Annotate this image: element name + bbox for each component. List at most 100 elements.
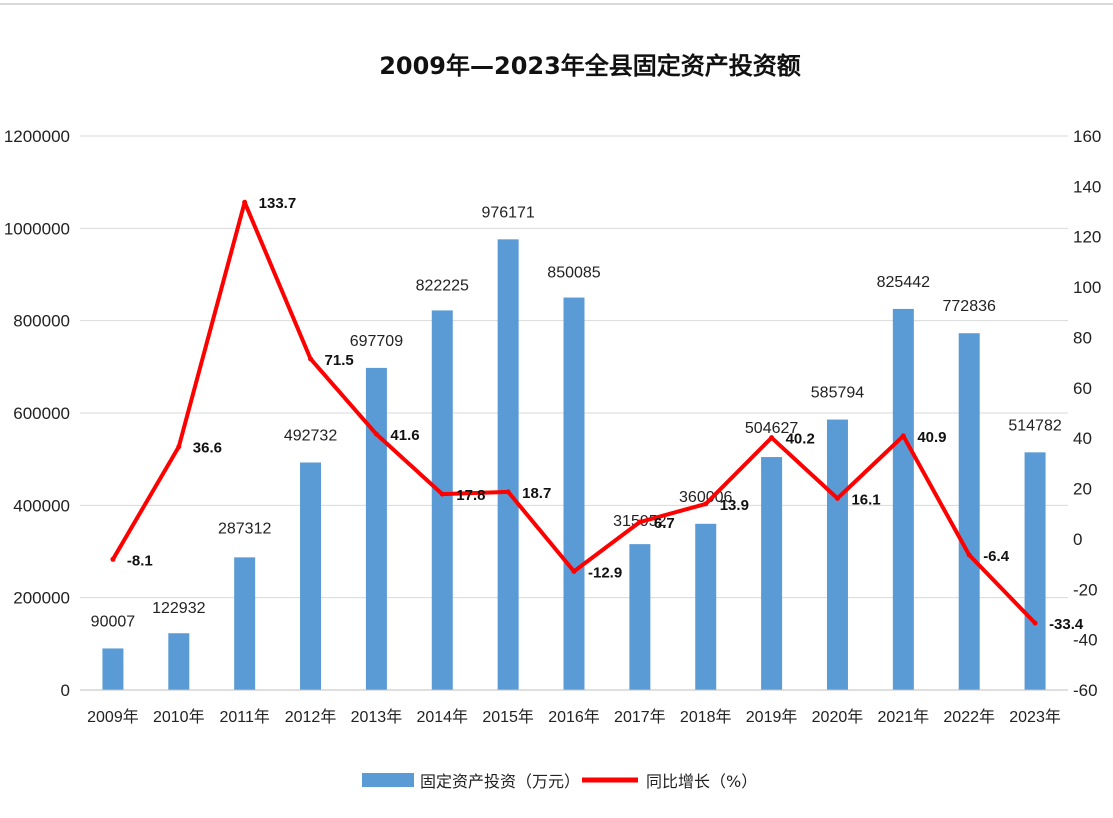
bar-value-label: 585794 — [811, 385, 864, 402]
x-tick-label: 2015年 — [482, 708, 534, 726]
bar — [1024, 452, 1046, 690]
bar — [300, 462, 322, 690]
y-left-tick-label: 800000 — [13, 312, 70, 331]
y-right-tick-label: 60 — [1073, 379, 1092, 398]
y-right-tick-label: 20 — [1073, 480, 1092, 499]
growth-point — [505, 489, 511, 495]
growth-value-label: 41.6 — [390, 427, 419, 444]
y-left-tick-label: 200000 — [13, 589, 70, 608]
bar — [563, 297, 585, 690]
y-right-tick-label: 160 — [1073, 127, 1101, 146]
line-series: -8.1 36.6 133.7 71.5 41.6 17.8 18.7 -12.9 6.7 13.… — [110, 195, 1084, 633]
y-right-tick-label: 0 — [1073, 530, 1082, 549]
growth-value-label: -33.4 — [1049, 616, 1084, 633]
chart-title: 2009年—2023年全县固定资产投资额 — [379, 52, 801, 80]
x-axis: 2009年 2010年 2011年 2012年 2013年 2014年 2015年 2016年… — [80, 689, 1068, 726]
bar — [497, 239, 519, 690]
growth-point — [308, 356, 314, 362]
growth-value-label: 16.1 — [851, 491, 880, 508]
bar-value-label: 287312 — [218, 520, 271, 537]
bar-value-label: 976171 — [481, 204, 534, 221]
y-right-tick-label: -40 — [1073, 631, 1098, 650]
y-right-tick-label: -60 — [1073, 681, 1098, 700]
x-tick-label: 2010年 — [153, 708, 205, 726]
growth-point — [834, 495, 840, 501]
growth-value-label: 40.9 — [917, 429, 946, 446]
legend-label-bar: 固定资产投资（万元） — [420, 772, 580, 791]
bar — [629, 544, 651, 690]
bar — [761, 457, 783, 690]
x-tick-label: 2009年 — [87, 708, 139, 726]
growth-point — [571, 568, 577, 574]
x-tick-label: 2014年 — [416, 708, 468, 726]
x-tick-label: 2013年 — [351, 708, 403, 726]
y-right-tick-label: 40 — [1073, 429, 1092, 448]
y-left-tick-label: 600000 — [13, 404, 70, 423]
growth-point — [637, 519, 643, 525]
legend-swatch-bar — [362, 773, 414, 787]
growth-value-label: -8.1 — [127, 552, 153, 569]
growth-value-label: 40.2 — [786, 431, 815, 448]
x-tick-label: 2011年 — [219, 708, 269, 726]
x-tick-label: 2018年 — [680, 708, 732, 726]
growth-point — [900, 433, 906, 439]
x-tick-label: 2012年 — [285, 708, 337, 726]
growth-value-label: -12.9 — [588, 564, 622, 581]
growth-point — [966, 552, 972, 558]
growth-point — [176, 444, 182, 450]
bar-series: 90007 122932 287312 492732 697709 822225 97617… — [91, 204, 1062, 690]
bar-value-label: 697709 — [350, 333, 403, 350]
y-right-tick-label: 120 — [1073, 228, 1101, 247]
growth-value-label: 17.8 — [456, 487, 485, 504]
x-tick-label: 2017年 — [614, 708, 666, 726]
y-right-tick-label: 140 — [1073, 177, 1101, 196]
bar-value-label: 514782 — [1008, 417, 1061, 434]
legend: 固定资产投资（万元） 同比增长（%） — [362, 772, 757, 791]
y-left-tick-label: 400000 — [13, 496, 70, 515]
x-tick-label: 2023年 — [1009, 708, 1061, 726]
y-axis-left: 0 200000 400000 600000 800000 1000000 1200000 — [4, 127, 70, 700]
bar-value-label: 850085 — [547, 265, 600, 282]
y-right-tick-label: -20 — [1073, 580, 1098, 599]
bar — [102, 648, 124, 690]
bar-value-label: 492732 — [284, 428, 337, 445]
bar — [168, 633, 190, 690]
growth-point — [1032, 620, 1038, 626]
bar — [958, 333, 980, 690]
bar-value-label: 825442 — [877, 274, 930, 291]
bar-value-label: 90007 — [91, 613, 136, 630]
x-tick-label: 2022年 — [943, 708, 995, 726]
growth-point — [242, 199, 248, 205]
y-axis-right: -60 -40 -20 0 20 40 60 80 100 120 140 160 — [1073, 127, 1101, 700]
y-right-tick-label: 80 — [1073, 328, 1092, 347]
growth-value-label: 36.6 — [193, 440, 222, 457]
bar-value-label: 822225 — [416, 277, 469, 294]
growth-point — [373, 431, 379, 437]
growth-value-label: 13.9 — [720, 497, 749, 514]
bar-value-label: 772836 — [943, 298, 996, 315]
x-tick-label: 2021年 — [878, 708, 930, 726]
bar — [892, 308, 914, 690]
y-left-tick-label: 0 — [61, 681, 70, 700]
growth-value-label: 18.7 — [522, 485, 551, 502]
x-tick-label: 2020年 — [812, 708, 864, 726]
x-tick-label: 2016年 — [548, 708, 600, 726]
growth-value-label: 71.5 — [325, 352, 354, 369]
bar — [365, 367, 387, 690]
growth-value-label: -6.4 — [983, 548, 1010, 565]
bar — [431, 310, 453, 690]
bar — [234, 557, 256, 690]
growth-point — [439, 491, 445, 497]
growth-value-label: 133.7 — [259, 195, 297, 212]
bar — [695, 523, 717, 690]
y-right-tick-label: 100 — [1073, 278, 1101, 297]
growth-value-label: 6.7 — [654, 515, 675, 532]
bar-value-label: 122932 — [152, 600, 205, 617]
bar-value-label: 504627 — [745, 420, 798, 437]
growth-point — [110, 556, 116, 562]
growth-point — [769, 435, 775, 441]
x-tick-label: 2019年 — [746, 708, 798, 726]
growth-point — [703, 501, 709, 507]
